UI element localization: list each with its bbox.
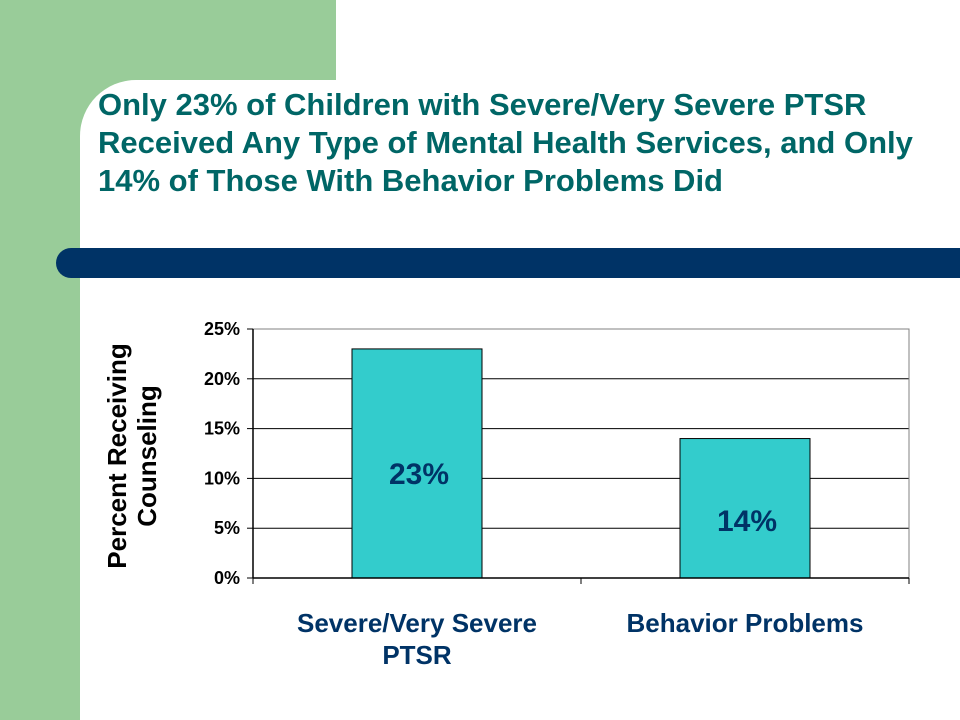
y-tick-label: 15% [204,419,240,439]
y-axis-title-line: Percent Receiving [102,343,132,568]
y-axis-title-group: Percent Receiving Counseling [102,343,162,568]
content-panel [80,80,960,720]
bar-2 [679,438,811,579]
category-label: Severe/Very Severe [297,608,537,638]
y-tick-label: 20% [204,369,240,389]
title-underline-bar [56,248,960,278]
grid-lines [253,328,909,529]
data-labels: 23% 14% [389,458,777,538]
y-tick-label: 10% [204,468,240,488]
data-label: 14% [717,505,777,538]
y-axis-title-line: Counseling [132,385,162,527]
slide-title: Only 23% of Children with Severe/Very Se… [98,87,913,198]
bars [351,348,811,579]
data-label: 23% [389,458,449,491]
category-label: PTSR [382,640,452,670]
y-tick-label: 0% [214,568,240,588]
y-axis-title: Percent Receiving Counseling [102,343,162,568]
y-tick-label: 5% [214,518,240,538]
bar-1 [351,348,483,579]
plot-area-border [252,328,910,579]
category-label: Behavior Problems [627,608,864,638]
y-tick-label: 25% [204,319,240,339]
y-tick-labels: 0% 5% 10% 15% 20% 25% [204,319,240,588]
axes [247,328,910,584]
